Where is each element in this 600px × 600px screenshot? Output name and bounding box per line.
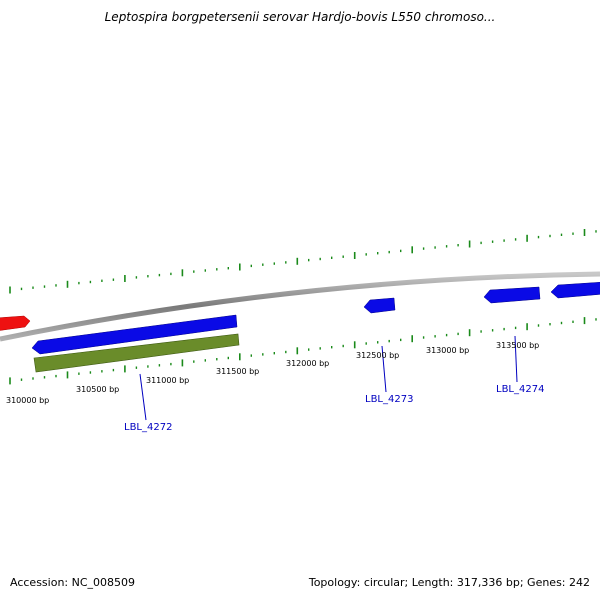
accession-label: Accession: NC_008509: [10, 576, 136, 589]
genome-stats-label: Topology: circular; Length: 317,336 bp; …: [308, 576, 590, 589]
scale-label: 313500 bp: [496, 341, 539, 350]
scale-label: 311000 bp: [146, 376, 189, 385]
leader-line-lbl-4272: [139, 373, 147, 421]
gene-feature-blue-2[interactable]: [363, 297, 396, 314]
outer-tick-row: [9, 229, 597, 294]
gene-features: [0, 282, 600, 373]
gene-label-lbl-4274[interactable]: LBL_4274: [496, 384, 544, 395]
gene-feature-green[interactable]: [33, 333, 240, 373]
gene-feature-red[interactable]: [0, 315, 31, 331]
scale-label: 310000 bp: [6, 396, 49, 405]
scale-label: 313000 bp: [426, 346, 469, 355]
scale-label: 311500 bp: [216, 367, 259, 376]
gene-label-lbl-4273[interactable]: LBL_4273: [365, 394, 413, 405]
inner-tick-row: [9, 317, 597, 385]
leader-line-lbl-4274: [514, 335, 518, 383]
map-title: Leptospira borgpetersenii serovar Hardjo…: [104, 10, 496, 24]
gene-feature-blue-3[interactable]: [483, 286, 541, 304]
leader-line-lbl-4273: [381, 345, 387, 393]
scale-label: 312000 bp: [286, 359, 329, 368]
gene-label-lbl-4272[interactable]: LBL_4272: [124, 422, 172, 433]
gene-feature-blue-4[interactable]: [550, 282, 600, 299]
scale-label: 310500 bp: [76, 385, 119, 394]
gene-feature-blue-1[interactable]: [31, 314, 238, 355]
chromosome-backbone: [0, 271, 600, 342]
scale-label: 312500 bp: [356, 351, 399, 360]
